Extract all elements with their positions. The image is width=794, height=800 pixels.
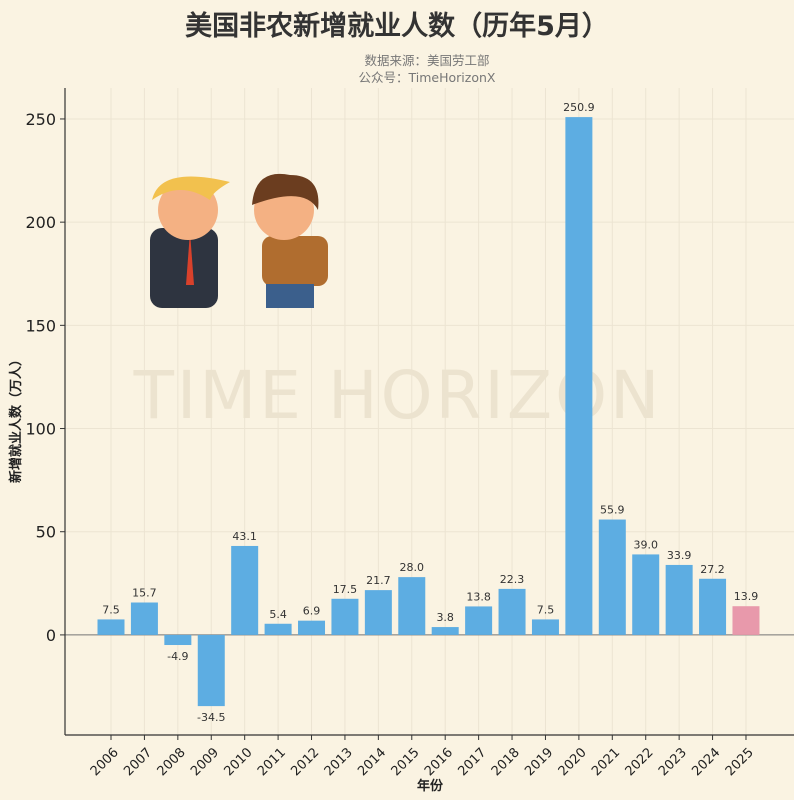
x-tick-label: 2024 — [689, 745, 723, 779]
x-tick-label: 2021 — [589, 745, 623, 779]
y-tick-label: 250 — [25, 110, 56, 129]
data-label: 39.0 — [633, 538, 658, 551]
x-tick-label: 2009 — [188, 745, 222, 779]
bar-2020 — [565, 117, 593, 635]
data-label: 17.5 — [333, 583, 358, 596]
x-tick-label: 2017 — [455, 745, 489, 779]
x-tick-label: 2015 — [389, 745, 423, 779]
bar-2024 — [699, 578, 727, 635]
x-tick-label: 2016 — [422, 745, 456, 779]
x-tick-label: 2018 — [489, 745, 523, 779]
data-label: 7.5 — [537, 603, 555, 616]
x-tick-label: 2023 — [656, 745, 690, 779]
data-label: 15.7 — [132, 587, 157, 600]
data-label: 55.9 — [600, 504, 625, 517]
y-tick-label: 100 — [25, 420, 56, 439]
bar-2017 — [465, 606, 493, 635]
y-tick-label: 200 — [25, 213, 56, 232]
x-tick-label: 2019 — [522, 745, 556, 779]
y-tick-label: 50 — [36, 523, 56, 542]
bar-2007 — [130, 602, 158, 635]
bar-2014 — [364, 590, 392, 635]
data-label: 33.9 — [667, 549, 692, 562]
bar-2006 — [97, 619, 125, 635]
x-tick-label: 2012 — [288, 745, 322, 779]
bar-2012 — [298, 620, 326, 635]
data-label: 43.1 — [232, 530, 257, 543]
data-label: 3.8 — [436, 611, 454, 624]
bar-2021 — [598, 519, 626, 635]
y-axis-label: 新增就业人数（万人） — [8, 353, 24, 483]
bar-2009 — [197, 634, 225, 707]
x-tick-label: 2011 — [255, 745, 289, 779]
x-tick-label: 2014 — [355, 745, 389, 779]
x-tick-label: 2020 — [556, 745, 590, 779]
bar-2016 — [431, 627, 459, 635]
bar-2022 — [632, 554, 660, 635]
cartoon-illustration — [150, 173, 328, 308]
bar-2025 — [732, 606, 760, 635]
x-tick-label: 2025 — [723, 745, 757, 779]
x-tick-label: 2022 — [623, 745, 657, 779]
x-tick-label: 2013 — [322, 745, 356, 779]
data-label: 13.8 — [466, 590, 491, 603]
data-label: 7.5 — [102, 603, 120, 616]
data-label: 21.7 — [366, 574, 391, 587]
bar-2019 — [531, 619, 559, 635]
x-axis-label: 年份 — [417, 778, 444, 794]
bar-2011 — [264, 623, 292, 635]
data-label: 5.4 — [269, 608, 287, 621]
data-label: -4.9 — [167, 650, 188, 663]
y-tick-label: 0 — [46, 626, 56, 645]
data-label: 22.3 — [500, 573, 525, 586]
data-label: 6.9 — [303, 605, 321, 618]
chart-subtitle-account: 公众号：TimeHorizonX — [358, 70, 496, 85]
data-label: 28.0 — [400, 561, 425, 574]
x-tick-label: 2006 — [88, 745, 122, 779]
bar-2010 — [231, 545, 259, 635]
bar-2008 — [164, 634, 192, 646]
bar-2015 — [398, 577, 426, 635]
data-label: 250.9 — [563, 101, 595, 114]
x-tick-label: 2008 — [155, 745, 189, 779]
y-tick-label: 150 — [25, 316, 56, 335]
x-tick-label: 2010 — [222, 745, 256, 779]
bar-2018 — [498, 588, 526, 635]
bar-2023 — [665, 564, 693, 635]
data-label: 27.2 — [700, 563, 725, 576]
chart-subtitle-source: 数据来源：美国劳工部 — [364, 53, 490, 68]
data-label: 13.9 — [734, 590, 759, 603]
x-tick-label: 2007 — [121, 745, 155, 779]
chart-title: 美国非农新增就业人数（历年5月） — [185, 11, 609, 42]
bar-2013 — [331, 598, 359, 635]
data-label: -34.5 — [197, 711, 225, 724]
